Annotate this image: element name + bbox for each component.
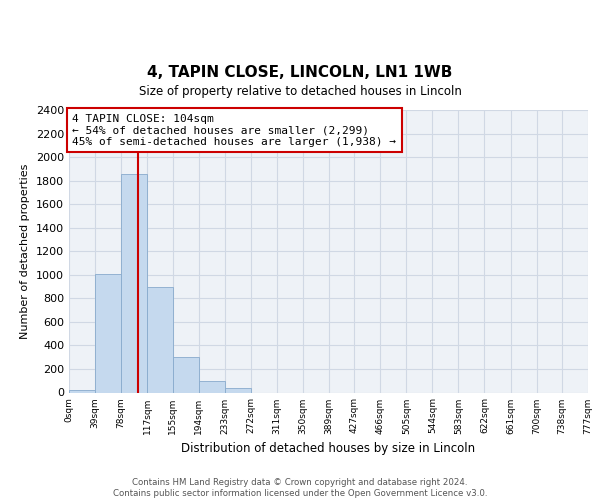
Bar <box>224 388 251 392</box>
Bar <box>199 380 224 392</box>
Y-axis label: Number of detached properties: Number of detached properties <box>20 164 31 339</box>
X-axis label: Distribution of detached houses by size in Lincoln: Distribution of detached houses by size … <box>181 442 476 455</box>
Bar <box>69 390 95 392</box>
Bar <box>95 274 121 392</box>
Bar <box>173 357 199 392</box>
Text: 4, TAPIN CLOSE, LINCOLN, LN1 1WB: 4, TAPIN CLOSE, LINCOLN, LN1 1WB <box>148 65 452 80</box>
Bar <box>147 286 173 393</box>
Bar <box>121 174 147 392</box>
Text: Size of property relative to detached houses in Lincoln: Size of property relative to detached ho… <box>139 84 461 98</box>
Text: 4 TAPIN CLOSE: 104sqm
← 54% of detached houses are smaller (2,299)
45% of semi-d: 4 TAPIN CLOSE: 104sqm ← 54% of detached … <box>73 114 397 146</box>
Text: Contains HM Land Registry data © Crown copyright and database right 2024.
Contai: Contains HM Land Registry data © Crown c… <box>113 478 487 498</box>
